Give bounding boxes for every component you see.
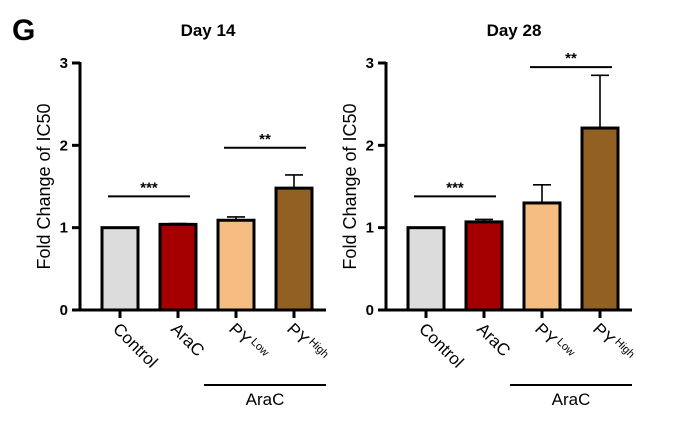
y-tick-label: 0 (60, 302, 68, 319)
bar-control (406, 226, 446, 312)
x-tick-label: Control (109, 319, 161, 371)
y-tick-label: 1 (366, 220, 374, 237)
x-tick-label: PYLow (531, 319, 577, 365)
bar-py-high (274, 186, 314, 312)
y-axis-label: Fold Change of IC50 (340, 103, 360, 269)
panel-label: G (12, 14, 35, 47)
significance-label: *** (140, 179, 158, 196)
significance-label: ** (259, 131, 271, 148)
x-tick-label: AraC (167, 319, 208, 360)
y-tick-label: 1 (60, 220, 68, 237)
x-tick-label: PYLow (225, 319, 271, 365)
group-bracket-label: AraC (246, 390, 285, 409)
y-tick-label: 3 (60, 55, 68, 72)
x-tick-label: PYHigh (283, 319, 331, 367)
bar-control (100, 226, 140, 312)
significance-label: *** (446, 179, 464, 196)
y-tick-label: 2 (366, 137, 374, 154)
y-tick-label: 2 (60, 137, 68, 154)
chart-title: Day 28 (487, 21, 542, 40)
group-bracket-label: AraC (552, 390, 591, 409)
bar-arac (158, 222, 198, 312)
bar-py-low (216, 218, 256, 312)
y-tick-label: 3 (366, 55, 374, 72)
y-tick-label: 0 (366, 302, 374, 319)
significance-label: ** (565, 50, 577, 67)
bar-py-low (522, 201, 562, 312)
bar-py-high (580, 126, 620, 312)
bar-arac (464, 220, 504, 312)
chart-title: Day 14 (181, 21, 236, 40)
x-tick-label: Control (415, 319, 467, 371)
x-tick-label: PYHigh (589, 319, 637, 367)
y-axis-label: Fold Change of IC50 (34, 103, 54, 269)
x-tick-label: AraC (473, 319, 514, 360)
